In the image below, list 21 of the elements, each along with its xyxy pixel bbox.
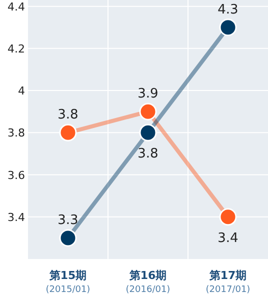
x-tick-label: 第15期 (2015/01) [46, 269, 90, 295]
y-tick-label: 3.8 [8, 126, 25, 140]
y-tick-label: 3.4 [8, 210, 25, 224]
y-tick-label: 4.4 [8, 0, 25, 14]
data-label: 3.8 [138, 146, 158, 162]
data-label: 3.3 [58, 212, 78, 228]
y-tick-label: 3.6 [8, 168, 25, 182]
x-tick-label: 第16期 (2016/01) [126, 269, 170, 295]
point [219, 208, 237, 226]
point [139, 102, 157, 120]
point [59, 229, 77, 247]
data-label: 4.3 [218, 2, 238, 18]
y-tick-label: 4 [18, 84, 25, 98]
point [219, 18, 237, 36]
point [139, 124, 157, 142]
data-label: 3.9 [138, 86, 158, 102]
data-label: 3.4 [218, 230, 238, 246]
x-tick-label: 第17期 (2017/01) [206, 269, 250, 295]
y-tick-label: 4.2 [8, 42, 25, 56]
point [59, 124, 77, 142]
data-label: 3.8 [58, 108, 78, 123]
